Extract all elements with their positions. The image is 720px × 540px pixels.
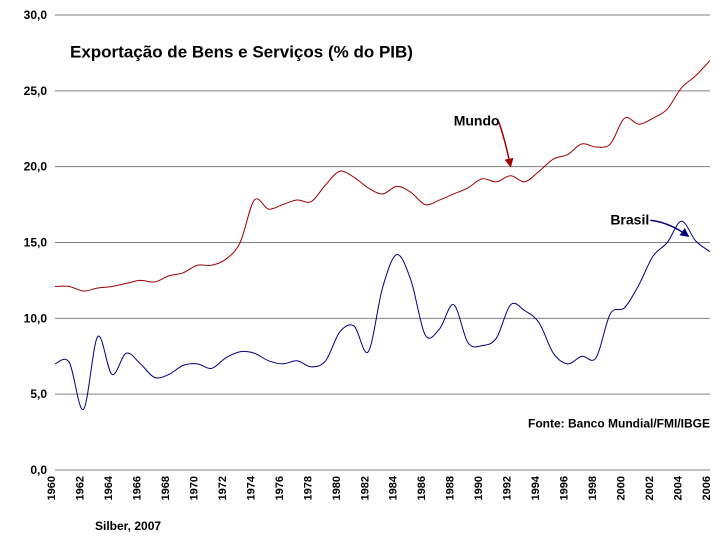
x-tick-label: 1976 [274, 476, 286, 500]
x-tick-label: 2006 [701, 476, 713, 500]
x-tick-label: 1982 [359, 476, 371, 500]
y-tick-label: 10,0 [24, 311, 48, 325]
y-tick-label: 0,0 [30, 463, 47, 477]
x-tick-label: 1972 [217, 476, 229, 500]
source-label: Fonte: Banco Mundial/FMI/IBGE [528, 417, 710, 431]
x-tick-label: 1998 [587, 476, 599, 500]
author-label: Silber, 2007 [95, 519, 161, 533]
y-tick-label: 15,0 [24, 236, 48, 250]
x-tick-label: 1988 [445, 476, 457, 500]
series-label-brasil: Brasil [610, 211, 649, 227]
x-tick-label: 1994 [530, 475, 542, 500]
x-tick-label: 2000 [616, 476, 628, 500]
chart-svg: 0,0 5,0 10,0 15,0 20,0 25,0 30,0 Exportação de … [0, 0, 720, 540]
x-tick-label: 2004 [673, 475, 685, 500]
y-tick-label: 20,0 [24, 160, 48, 174]
x-tick-label: 2002 [644, 476, 656, 500]
x-tick-label: 1960 [46, 476, 58, 500]
x-tick-label: 1962 [74, 476, 86, 500]
x-tick-label: 1974 [245, 475, 257, 500]
x-tick-label: 1978 [302, 476, 314, 500]
y-tick-label: 5,0 [30, 387, 47, 401]
x-tick-label: 1970 [188, 476, 200, 500]
x-tick-label: 1990 [473, 476, 485, 500]
line-chart: 0,0 5,0 10,0 15,0 20,0 25,0 30,0 Exportação de … [0, 0, 720, 540]
x-tick-label: 1986 [416, 476, 428, 500]
x-tick-label: 1964 [103, 475, 115, 500]
x-tick-label: 1996 [559, 476, 571, 500]
x-tick-label: 1966 [131, 476, 143, 500]
x-tick-label: 1992 [502, 476, 514, 500]
x-tick-label: 1980 [331, 476, 343, 500]
series-label-mundo: Mundo [454, 113, 500, 129]
y-tick-label: 25,0 [24, 84, 48, 98]
y-tick-label: 30,0 [24, 8, 48, 22]
x-tick-label: 1968 [160, 476, 172, 500]
chart-title: Exportação de Bens e Serviços (% do PIB) [70, 42, 413, 61]
x-tick-label: 1984 [388, 475, 400, 500]
